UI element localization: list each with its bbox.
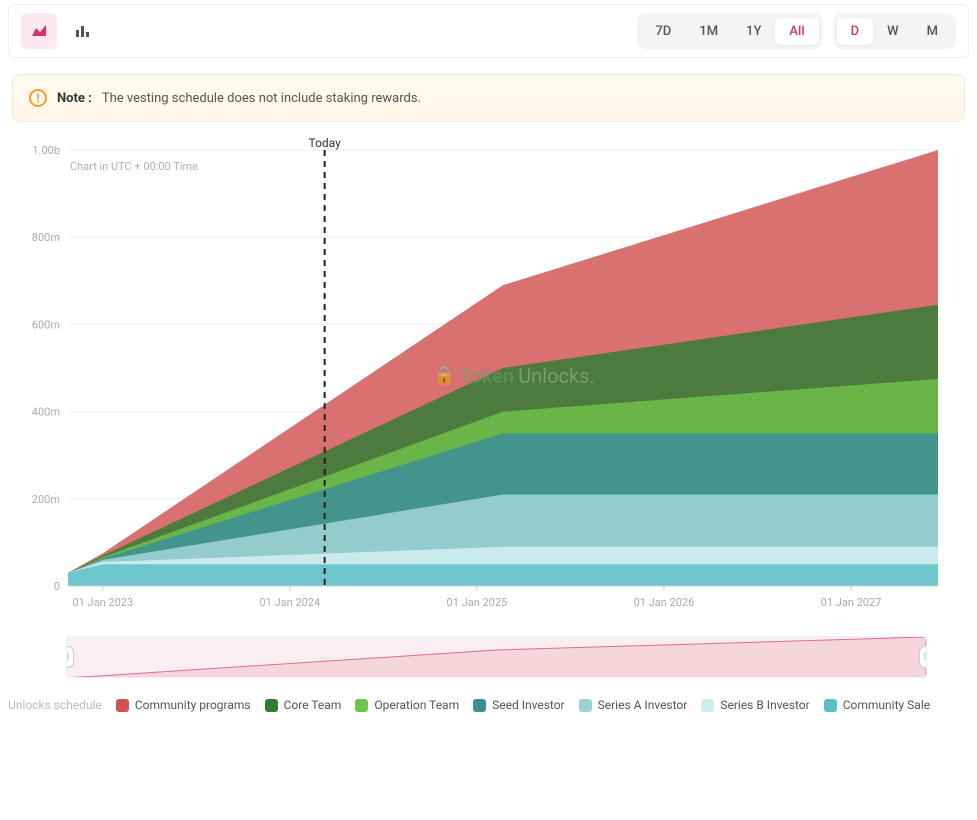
legend-label: Series B Investor bbox=[720, 698, 809, 712]
watermark-text-a: Token bbox=[460, 364, 514, 388]
legend-item[interactable]: Community programs bbox=[116, 698, 251, 712]
legend-label: Core Team bbox=[284, 698, 342, 712]
info-icon: ! bbox=[29, 89, 47, 107]
legend-item[interactable]: Operation Team bbox=[355, 698, 459, 712]
note-text: The vesting schedule does not include st… bbox=[102, 91, 421, 106]
range-slider[interactable]: || || bbox=[66, 636, 927, 678]
svg-text:01 Jan 2026: 01 Jan 2026 bbox=[634, 596, 695, 609]
svg-text:200m: 200m bbox=[32, 493, 60, 506]
view-toggle-group bbox=[21, 13, 101, 49]
legend-item[interactable]: Series A Investor bbox=[579, 698, 688, 712]
time-range-all[interactable]: All bbox=[775, 18, 818, 45]
legend-label: Seed Investor bbox=[492, 698, 565, 712]
chart-container: 0 200m 400m 600m 800m 1.00b 01 Jan 2023 01 Jan … bbox=[10, 138, 967, 678]
granularity-group: DWM bbox=[833, 14, 956, 49]
svg-text:1.00b: 1.00b bbox=[32, 144, 60, 157]
svg-text:01 Jan 2025: 01 Jan 2025 bbox=[447, 596, 508, 609]
lock-icon: 🔒 bbox=[433, 365, 455, 386]
legend-item[interactable]: Series B Investor bbox=[701, 698, 809, 712]
watermark: 🔒 TokenUnlocks. bbox=[433, 364, 594, 388]
svg-text:01 Jan 2027: 01 Jan 2027 bbox=[821, 596, 882, 609]
note-banner: ! Note : The vesting schedule does not i… bbox=[12, 74, 965, 122]
legend-item[interactable]: Seed Investor bbox=[473, 698, 565, 712]
range-slider-preview bbox=[67, 637, 926, 678]
svg-text:400m: 400m bbox=[32, 406, 60, 419]
gran-range-m[interactable]: M bbox=[913, 18, 952, 45]
legend-label: Series A Investor bbox=[598, 698, 688, 712]
svg-text:01 Jan 2024: 01 Jan 2024 bbox=[260, 596, 321, 609]
legend-item[interactable]: Core Team bbox=[265, 698, 342, 712]
area-chart-icon bbox=[30, 22, 48, 40]
legend-label: Community Sale bbox=[843, 698, 930, 712]
legend-swatch bbox=[701, 699, 714, 712]
today-marker-label: Today bbox=[308, 136, 340, 150]
svg-text:600m: 600m bbox=[32, 318, 60, 331]
legend-swatch bbox=[473, 699, 486, 712]
toolbar: 7D1M1YAll DWM bbox=[8, 4, 969, 58]
legend-item[interactable]: Community Sale bbox=[824, 698, 930, 712]
time-range-7d[interactable]: 7D bbox=[641, 18, 685, 45]
range-handle-right[interactable]: || bbox=[919, 646, 927, 668]
time-range-1m[interactable]: 1M bbox=[685, 18, 732, 45]
legend-swatch bbox=[116, 699, 129, 712]
legend-label: Operation Team bbox=[374, 698, 459, 712]
legend-swatch bbox=[824, 699, 837, 712]
bar-chart-icon bbox=[74, 22, 92, 40]
legend-title: Unlocks schedule bbox=[8, 698, 102, 712]
legend: Unlocks schedule Community programs Core … bbox=[0, 684, 977, 726]
range-handle-left[interactable]: || bbox=[66, 646, 74, 668]
legend-swatch bbox=[265, 699, 278, 712]
watermark-text-b: Unlocks. bbox=[518, 364, 594, 388]
time-range-group: 7D1M1YAll bbox=[637, 14, 822, 49]
range-groups: 7D1M1YAll DWM bbox=[637, 14, 956, 49]
gran-range-w[interactable]: W bbox=[873, 18, 912, 45]
svg-text:0: 0 bbox=[54, 580, 60, 593]
legend-swatch bbox=[579, 699, 592, 712]
bar-view-button[interactable] bbox=[65, 13, 101, 49]
legend-label: Community programs bbox=[135, 698, 251, 712]
svg-text:800m: 800m bbox=[32, 231, 60, 244]
legend-swatch bbox=[355, 699, 368, 712]
area-view-button[interactable] bbox=[21, 13, 57, 49]
chart-utc-note: Chart in UTC + 00:00 Time bbox=[70, 160, 198, 173]
time-range-1y[interactable]: 1Y bbox=[732, 18, 775, 45]
note-label: Note : bbox=[57, 91, 92, 106]
gran-range-d[interactable]: D bbox=[837, 18, 874, 45]
svg-text:01 Jan 2023: 01 Jan 2023 bbox=[72, 596, 133, 609]
